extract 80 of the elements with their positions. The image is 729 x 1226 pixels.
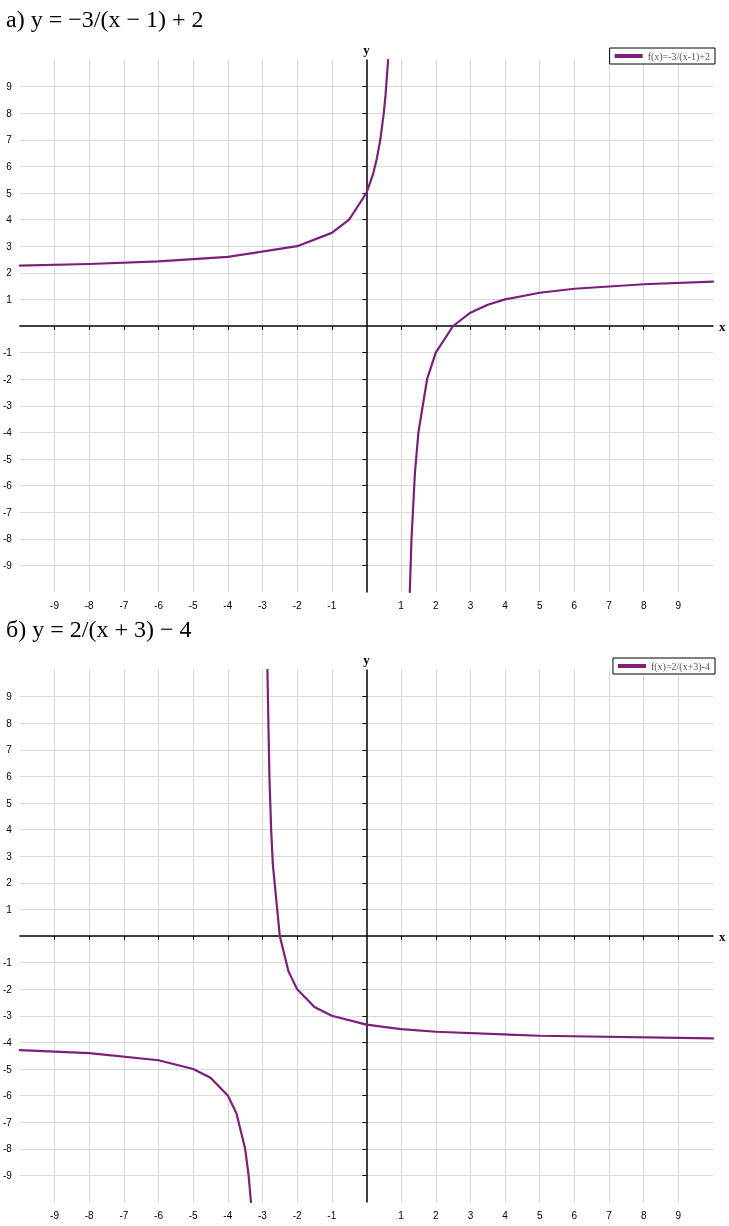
x-tick-label: 2: [432, 1209, 439, 1221]
y-tick-label: 7: [6, 134, 13, 146]
y-tick-label: -7: [2, 506, 13, 518]
y-tick-label: 8: [6, 717, 13, 729]
y-tick-label: -9: [2, 559, 13, 571]
y-tick-label: -3: [2, 400, 13, 412]
x-tick-label: -4: [223, 599, 233, 611]
y-tick-label: 5: [6, 797, 13, 809]
y-tick-label: 4: [6, 214, 13, 226]
x-axis-title: x: [719, 318, 726, 334]
y-tick-label: -6: [2, 1090, 13, 1102]
y-tick-label: 4: [6, 824, 13, 836]
x-tick-label: -8: [84, 1209, 95, 1221]
y-tick-label: 2: [6, 877, 13, 889]
x-tick-label: 9: [675, 599, 682, 611]
x-tick-label: 4: [502, 599, 509, 611]
x-tick-label: -3: [258, 599, 268, 611]
y-tick-label: -1: [2, 347, 13, 359]
x-tick-label: -6: [154, 1209, 164, 1221]
x-tick-label: 8: [640, 1209, 647, 1221]
x-tick-label: -2: [292, 599, 303, 611]
y-tick-label: -5: [2, 1063, 13, 1075]
y-tick-label: 1: [6, 293, 13, 305]
y-tick-label: 3: [6, 850, 13, 862]
x-tick-label: 5: [536, 1209, 543, 1221]
x-tick-label: -9: [50, 1209, 60, 1221]
x-tick-label: 7: [606, 599, 613, 611]
x-tick-label: 4: [502, 1209, 509, 1221]
x-tick-label: -3: [258, 1209, 268, 1221]
x-tick-label: 9: [675, 1209, 682, 1221]
x-tick-label: -1: [327, 599, 337, 611]
y-tick-label: -8: [2, 533, 13, 545]
y-tick-label: 2: [6, 267, 13, 279]
y-tick-label: -7: [2, 1116, 13, 1128]
y-tick-label: -9: [2, 1169, 13, 1181]
x-axis-title: x: [719, 928, 726, 944]
x-tick-label: 6: [571, 1209, 578, 1221]
y-tick-label: 8: [6, 107, 13, 119]
x-tick-label: 3: [467, 1209, 474, 1221]
y-tick-label: 7: [6, 744, 13, 756]
y-tick-label: -3: [2, 1010, 13, 1022]
chart-title: а) y = −3/(x − 1) + 2: [5, 5, 205, 34]
legend-label: f(x)=-3/(x-1)+2: [647, 50, 711, 63]
x-tick-label: -4: [223, 1209, 233, 1221]
x-tick-label: -5: [188, 599, 199, 611]
x-tick-label: 8: [640, 599, 647, 611]
chart-title: б) y = 2/(x + 3) − 4: [5, 615, 193, 644]
y-tick-label: -4: [2, 426, 13, 438]
y-tick-label: -4: [2, 1036, 13, 1048]
y-tick-label: -2: [2, 983, 13, 995]
y-tick-label: -8: [2, 1143, 13, 1155]
x-tick-label: 1: [398, 599, 405, 611]
y-tick-label: -5: [2, 453, 13, 465]
x-tick-label: -6: [154, 599, 164, 611]
legend-label: f(x)=2/(x+3)-4: [650, 660, 711, 673]
x-tick-label: -7: [119, 1209, 129, 1221]
x-tick-label: -5: [188, 1209, 199, 1221]
y-axis-title: y: [363, 652, 371, 667]
x-tick-label: -1: [327, 1209, 337, 1221]
x-tick-label: -7: [119, 599, 129, 611]
y-tick-label: 1: [6, 903, 13, 915]
y-axis-title: y: [363, 42, 371, 57]
y-tick-label: -6: [2, 480, 13, 492]
y-tick-label: 9: [6, 81, 13, 93]
y-tick-label: -1: [2, 957, 13, 969]
y-tick-label: 3: [6, 240, 13, 252]
y-tick-label: 6: [6, 770, 13, 782]
x-tick-label: 2: [432, 599, 439, 611]
x-tick-label: 1: [398, 1209, 405, 1221]
x-tick-label: 3: [467, 599, 474, 611]
x-tick-label: 6: [571, 599, 578, 611]
y-tick-label: -2: [2, 373, 13, 385]
x-tick-label: 7: [606, 1209, 613, 1221]
y-tick-label: 9: [6, 691, 13, 703]
y-tick-label: 5: [6, 187, 13, 199]
x-tick-label: -2: [292, 1209, 303, 1221]
x-tick-label: -9: [50, 599, 60, 611]
x-tick-label: -8: [84, 599, 95, 611]
y-tick-label: 6: [6, 160, 13, 172]
x-tick-label: 5: [536, 599, 543, 611]
